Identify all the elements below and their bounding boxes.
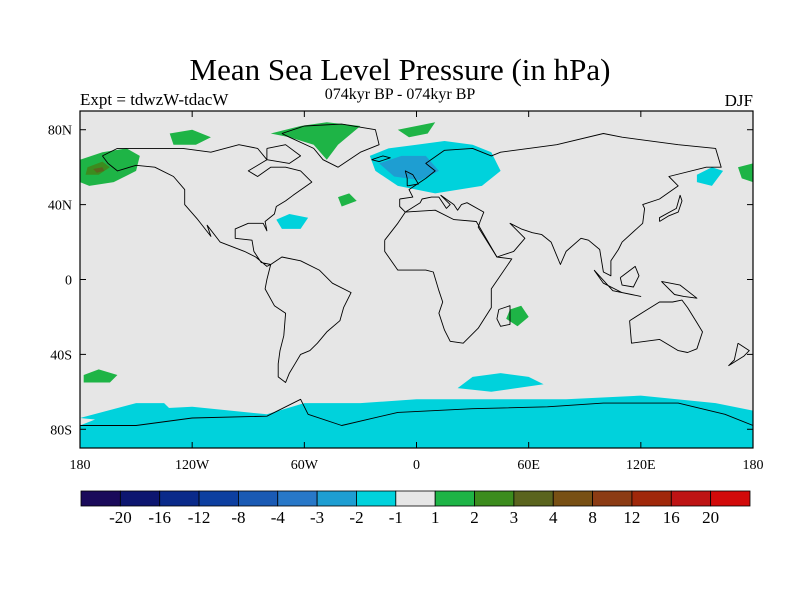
anomaly-south-pacific-positive [83,369,118,383]
colorbar-swatch [552,490,593,507]
colorbar-label: -12 [188,508,211,527]
x-tick-label: 60E [517,458,540,473]
coastline-madagascar [496,305,511,327]
colorbar-label: -8 [231,508,245,527]
colorbar-label: 12 [623,508,640,527]
colorbar-label: 4 [549,508,558,527]
colorbar-swatch [513,490,554,507]
axis-ticks: 180 120W 60W 0 60E 120E 180 80N 40N 0 40S 80S [48,111,764,473]
anomaly-north-atlantic-positive [338,193,357,207]
colorbar-label: 2 [470,508,479,527]
colorbar-label: -2 [349,508,363,527]
colorbar-swatch [159,490,200,507]
colorbar-swatch [277,490,318,507]
colorbar-swatch [198,490,239,507]
coastline-africa [384,209,513,344]
coastline-iceland [371,155,391,163]
anomaly-svalbard-positive [397,122,436,138]
colorbar-swatch [710,490,751,507]
anomaly-antarctic-pacific-negative [80,403,174,422]
y-tick-label: 80S [50,423,72,438]
experiment-label: Expt = tdwzW-tdacW [80,90,229,109]
colorbar-swatch [592,490,633,507]
x-tick-label: 120E [626,458,656,473]
colorbar-swatch [631,490,672,507]
coastline-uk [404,170,419,187]
colorbar-label: -4 [271,508,286,527]
x-tick-label: 0 [413,458,420,473]
colorbar-label: -3 [310,508,324,527]
coastline-indonesia [593,269,642,297]
coastline-japan [659,194,683,222]
colorbar-swatch [670,490,712,507]
colorbar-label: -16 [148,508,171,527]
colorbar: -20 -16 -12 -8 -4 -3 -2 -1 1 2 3 4 8 12 16 20 [80,490,751,527]
colorbar-label: 16 [663,508,680,527]
anomaly-east-siberia-positive [738,163,753,183]
y-tick-label: 40N [48,199,72,214]
colorbar-swatch [316,490,357,507]
colorbar-label: 8 [588,508,597,527]
y-tick-label: 80N [48,124,72,139]
period-label: 074kyr BP - 074kyr BP [324,86,476,103]
x-tick-label: 120W [175,458,210,473]
y-tick-label: 40S [50,348,72,363]
colorbar-label: 20 [702,508,719,527]
colorbar-swatch [434,490,475,507]
coastline-eurasia [399,133,722,277]
coastline-antarctica [80,398,753,426]
colorbar-swatch [119,490,161,507]
x-tick-label: 180 [743,458,764,473]
colorbar-label: 3 [510,508,519,527]
colorbar-swatch [80,490,121,507]
coastline-borneo [619,265,640,288]
anomaly-kamchatka-negative [696,167,724,186]
colorbar-swatch [474,490,515,507]
coastline-australia [629,299,703,353]
anomaly-south-indian-negative [457,373,544,392]
anomaly-subtropical-atlantic-negative [276,214,309,229]
season-label: DJF [724,91,753,110]
anomaly-indian-ocean-positive [506,305,529,327]
colorbar-label: -1 [389,508,403,527]
colorbar-label: 1 [431,508,440,527]
coastline-greenland [281,123,380,168]
anomaly-north-pacific-core-dark [93,167,105,173]
map-plot-area [80,111,753,448]
anomaly-north-pacific-positive [80,148,140,186]
colorbar-swatch [395,490,436,507]
coastline-baffin [266,144,302,164]
x-tick-label: 180 [70,458,91,473]
anomaly-north-europe-negative-core [379,155,439,181]
colorbar-label: -20 [109,508,132,527]
coastline-south-america [264,256,352,383]
colorbar-swatch [238,490,279,507]
y-tick-label: 0 [65,274,72,289]
anomaly-antarctic-negative [80,395,753,448]
anomaly-greenland-positive [270,122,361,160]
colorbar-swatch [356,490,397,507]
anomaly-canada-arctic-positive [169,129,211,145]
coastline-new-guinea [661,280,698,299]
plot-title: Mean Sea Level Pressure (in hPa) [189,52,611,87]
x-tick-label: 60W [291,458,319,473]
coastline-new-zealand [728,342,750,367]
